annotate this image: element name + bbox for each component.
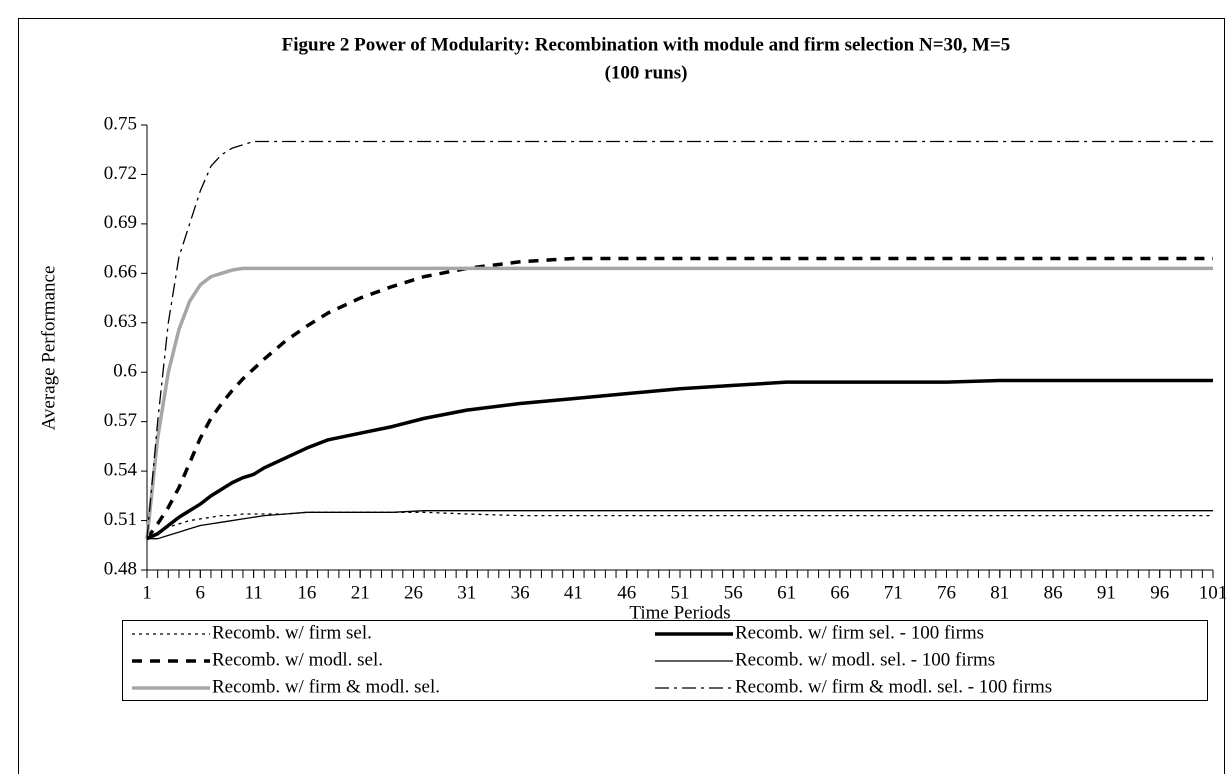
x-tick-label: 41 (564, 582, 583, 603)
y-tick-label: 0.72 (104, 163, 137, 184)
x-tick-label: 1 (142, 582, 152, 603)
x-tick-label: 16 (297, 582, 316, 603)
legend-label: Recomb. w/ firm & modl. sel. (212, 676, 440, 697)
series-line (145, 266, 1213, 539)
x-tick-label: 11 (244, 582, 262, 603)
legend-label: Recomb. w/ modl. sel. (212, 649, 383, 670)
y-tick-label: 0.51 (104, 509, 137, 530)
x-tick-label: 76 (937, 582, 956, 603)
legend-label: Recomb. w/ firm & modl. sel. - 100 firms (735, 676, 1052, 697)
x-tick-label: 61 (777, 582, 796, 603)
x-tick-label: 91 (1097, 582, 1116, 603)
x-tick-label: 46 (617, 582, 636, 603)
chart-title: Figure 2 Power of Modularity: Recombinat… (282, 34, 1011, 55)
chart-subtitle: (100 runs) (605, 62, 688, 83)
x-tick-label: 21 (351, 582, 370, 603)
series-line (147, 510, 1213, 540)
y-axis-label: Average Performance (38, 266, 59, 431)
x-tick-label: 56 (724, 582, 743, 603)
x-tick-label: 51 (671, 582, 690, 603)
y-tick-label: 0.75 (104, 113, 137, 134)
y-tick-label: 0.66 (104, 262, 137, 283)
legend-label: Recomb. w/ firm sel. - 100 firms (735, 622, 984, 643)
y-tick-label: 0.63 (104, 311, 137, 332)
x-tick-label: 86 (1044, 582, 1063, 603)
y-tick-label: 0.48 (104, 558, 137, 579)
x-tick-label: 101 (1199, 582, 1228, 603)
legend-label: Recomb. w/ firm sel. (212, 622, 372, 643)
series-line (146, 378, 1213, 541)
chart-frame (18, 18, 1225, 774)
y-tick-label: 0.54 (104, 459, 138, 480)
x-tick-label: 36 (511, 582, 530, 603)
x-tick-label: 96 (1150, 582, 1169, 603)
series-line (146, 511, 1213, 540)
legend-label: Recomb. w/ modl. sel. - 100 firms (735, 649, 995, 670)
x-tick-label: 26 (404, 582, 423, 603)
series-line (145, 256, 1213, 540)
series-line (146, 140, 1213, 539)
x-tick-label: 31 (457, 582, 476, 603)
y-tick-label: 0.6 (113, 361, 137, 382)
x-tick-label: 66 (830, 582, 849, 603)
x-axis-label: Time Periods (629, 602, 730, 623)
x-tick-label: 81 (990, 582, 1009, 603)
x-tick-label: 6 (196, 582, 206, 603)
y-tick-label: 0.57 (104, 410, 137, 431)
y-tick-label: 0.69 (104, 212, 137, 233)
x-tick-label: 71 (884, 582, 903, 603)
